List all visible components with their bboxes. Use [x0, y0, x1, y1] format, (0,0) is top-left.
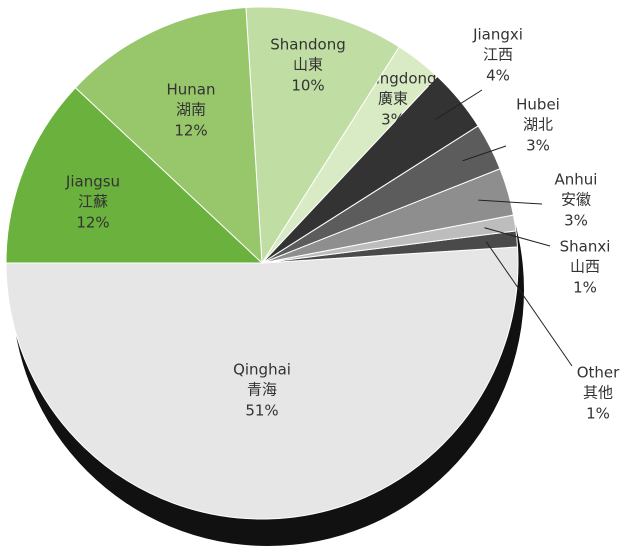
slice-label-zh: 湖北: [523, 116, 553, 134]
leader-line: [435, 89, 483, 120]
slice-label-zh: 山東: [293, 56, 323, 74]
slice-label-zh: 江蘇: [78, 193, 108, 211]
slice-value-label: 1%: [586, 405, 610, 423]
slice-label-zh: 江西: [483, 46, 513, 64]
pie-slice: [74, 6, 263, 265]
slice-label: Hubei: [516, 96, 560, 114]
slice-label: Jiangsu: [65, 173, 120, 191]
slice-label: Shanxi: [560, 238, 611, 256]
slice-value-label: 12%: [76, 214, 109, 232]
slice-label: Jiangxi: [472, 26, 523, 44]
slice-label: Shandong: [270, 36, 345, 54]
leader-line: [462, 145, 507, 162]
pie-slice: [5, 246, 519, 520]
leader-line: [485, 241, 573, 367]
slice-label: Qinghai: [233, 361, 291, 379]
slice-value-label: 3%: [526, 137, 550, 155]
slice-label-zh: 青海: [247, 381, 277, 399]
slice-label: Hunan: [167, 81, 216, 99]
pie-slice: [245, 6, 400, 265]
slice-value-label: 1%: [573, 279, 597, 297]
slice-value-label: 51%: [245, 402, 278, 420]
slice-label-zh: 山西: [570, 258, 600, 276]
slice-value-label: 4%: [486, 67, 510, 85]
leader-line: [484, 227, 551, 247]
pie-slice: [5, 87, 264, 264]
slice-label-zh: 安徽: [561, 191, 591, 209]
slice-label-zh: 廣東: [378, 90, 408, 108]
slice-label: Anhui: [555, 171, 598, 189]
slice-label-zh: 其他: [583, 384, 613, 402]
slice-value-label: 10%: [291, 77, 324, 95]
slice-label-zh: 湖南: [176, 101, 206, 119]
slice-value-label: 12%: [174, 122, 207, 140]
leader-line: [478, 199, 543, 205]
slice-value-label: 3%: [381, 111, 405, 129]
slice-value-label: 3%: [564, 212, 588, 230]
slice-label: Other: [577, 364, 620, 382]
